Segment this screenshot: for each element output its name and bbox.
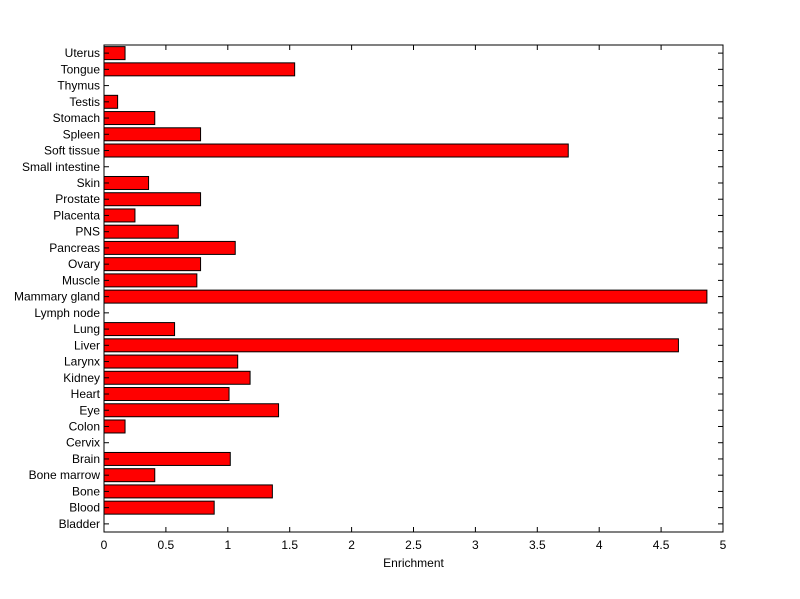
bar-skin bbox=[103, 175, 150, 190]
bar-larynx bbox=[103, 354, 239, 369]
bar-kidney bbox=[103, 370, 251, 385]
category-label: Blood bbox=[69, 501, 100, 515]
x-tick-label: 2.5 bbox=[405, 538, 422, 552]
category-label: Ovary bbox=[68, 257, 100, 271]
category-label: Cervix bbox=[66, 436, 100, 450]
category-label: Mammary gland bbox=[14, 290, 100, 304]
bar-heart bbox=[103, 387, 230, 402]
category-label: Bone bbox=[72, 484, 100, 498]
category-label: Prostate bbox=[55, 192, 100, 206]
category-label: Muscle bbox=[62, 273, 100, 287]
bar-blood bbox=[103, 500, 215, 515]
category-label: Spleen bbox=[63, 127, 100, 141]
bar-ovary bbox=[103, 257, 202, 272]
category-label: PNS bbox=[75, 225, 100, 239]
category-label: Uterus bbox=[65, 46, 100, 60]
category-label: Kidney bbox=[63, 371, 100, 385]
x-tick-label: 0.5 bbox=[158, 538, 175, 552]
bar-brain bbox=[103, 451, 231, 466]
category-label: Thymus bbox=[57, 79, 100, 93]
category-label: Bone marrow bbox=[29, 468, 101, 482]
bar-tongue bbox=[103, 62, 296, 77]
category-label: Eye bbox=[79, 403, 100, 417]
category-label: Bladder bbox=[59, 517, 100, 531]
category-label: Larynx bbox=[64, 355, 100, 369]
x-tick-label: 0 bbox=[101, 538, 108, 552]
bar-spleen bbox=[103, 127, 202, 142]
x-tick-label: 5 bbox=[720, 538, 727, 552]
bar-soft-tissue bbox=[103, 143, 569, 158]
category-label: Brain bbox=[72, 452, 100, 466]
ticks-group bbox=[103, 45, 724, 532]
bar-pancreas bbox=[103, 240, 236, 255]
x-tick-label: 4 bbox=[596, 538, 603, 552]
bar-pns bbox=[103, 224, 179, 239]
bar-eye bbox=[103, 403, 280, 418]
bar-liver bbox=[103, 338, 679, 353]
bar-bone-marrow bbox=[103, 468, 156, 483]
category-label: Lung bbox=[73, 322, 100, 336]
bar-lung bbox=[103, 322, 176, 337]
x-tick-label: 3.5 bbox=[529, 538, 546, 552]
x-tick-label: 3 bbox=[472, 538, 479, 552]
x-tick-label: 1 bbox=[224, 538, 231, 552]
bar-prostate bbox=[103, 192, 202, 207]
bars-group bbox=[103, 46, 708, 515]
category-label: Small intestine bbox=[22, 160, 100, 174]
bar-muscle bbox=[103, 273, 198, 288]
category-label: Soft tissue bbox=[44, 144, 100, 158]
category-label: Heart bbox=[71, 387, 101, 401]
category-label: Testis bbox=[69, 95, 100, 109]
category-label: Colon bbox=[69, 419, 100, 433]
x-axis-label: Enrichment bbox=[383, 556, 444, 570]
category-label: Placenta bbox=[53, 208, 100, 222]
x-tick-label: 2 bbox=[348, 538, 355, 552]
x-tick-label: 4.5 bbox=[653, 538, 670, 552]
x-tick-label: 1.5 bbox=[281, 538, 298, 552]
category-label: Tongue bbox=[61, 62, 101, 76]
bar-bone bbox=[103, 484, 273, 499]
category-label: Skin bbox=[77, 176, 100, 190]
category-label: Liver bbox=[74, 338, 100, 352]
x-tick-labels: 0 0.5 1 1.5 2 2.5 3 3.5 4 4.5 5 bbox=[101, 538, 727, 552]
category-labels: Uterus Tongue Thymus Testis Stomach Spleen Sof… bbox=[14, 46, 101, 531]
category-label: Stomach bbox=[53, 111, 100, 125]
category-label: Pancreas bbox=[49, 241, 100, 255]
category-label: Lymph node bbox=[34, 306, 100, 320]
bar-stomach bbox=[103, 111, 156, 126]
bar-mammary-gland bbox=[103, 289, 708, 304]
